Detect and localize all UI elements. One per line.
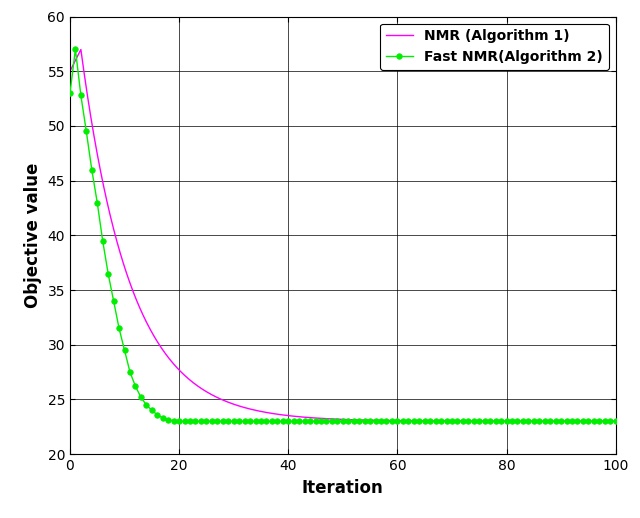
Legend: NMR (Algorithm 1), Fast NMR(Algorithm 2): NMR (Algorithm 1), Fast NMR(Algorithm 2) <box>380 23 609 69</box>
X-axis label: Iteration: Iteration <box>302 479 384 497</box>
Y-axis label: Objective value: Objective value <box>24 163 42 308</box>
